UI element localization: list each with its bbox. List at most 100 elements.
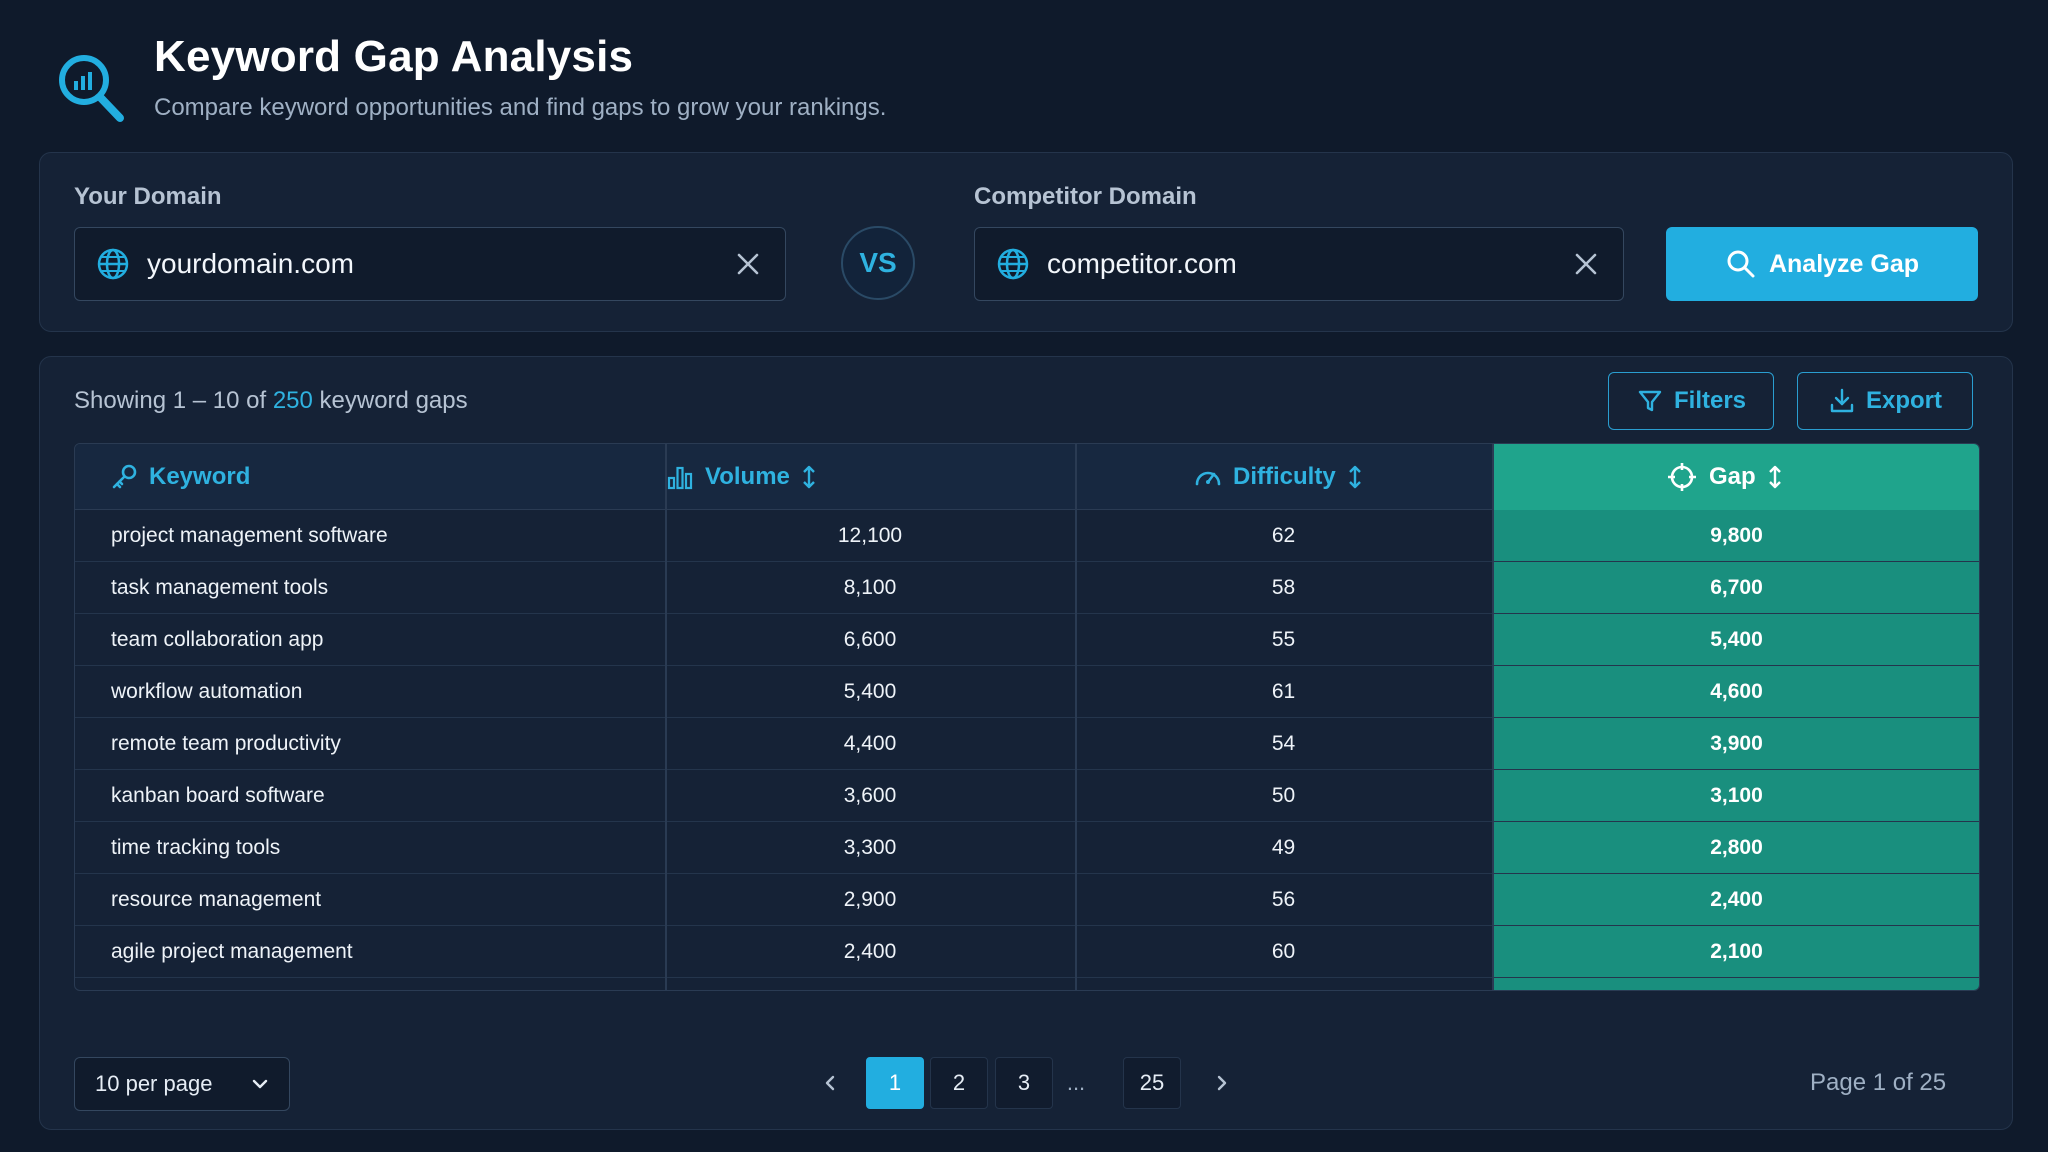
keyword-table: Keyword Volume	[74, 443, 1980, 991]
chevron-left-icon	[825, 1075, 835, 1091]
column-label-keyword: Keyword	[149, 463, 251, 490]
page-subtitle: Compare keyword opportunities and find g…	[154, 94, 887, 121]
page-button-last[interactable]: 25	[1123, 1057, 1181, 1109]
cell-volume: 4,400	[843, 732, 897, 755]
cell-difficulty: 58	[1271, 576, 1296, 599]
page-button-3[interactable]: 3	[995, 1057, 1053, 1109]
bar-chart-icon	[667, 466, 693, 490]
page-header: Keyword Gap Analysis Compare keyword opp…	[52, 28, 886, 128]
results-summary-prefix: Showing 1 – 10 of	[74, 387, 267, 414]
column-label-gap: Gap	[1709, 463, 1756, 490]
cell-volume: 12,100	[837, 524, 903, 547]
table-row[interactable]: productivity tracking app 2,100471,900	[75, 978, 1979, 990]
cell-gap: 1,900	[1492, 978, 1979, 990]
per-page-select[interactable]: 10 per page	[74, 1057, 290, 1111]
table-row[interactable]: agile project management 2,400 60 2,100	[75, 926, 1979, 978]
cell-keyword: time tracking tools	[111, 836, 281, 859]
column-header-volume[interactable]: Volume	[665, 444, 820, 510]
your-domain-value: yourdomain.com	[147, 248, 354, 279]
cell-keyword: remote team productivity	[111, 732, 341, 755]
table-row[interactable]: project management software 12,100 62 9,800	[75, 510, 1979, 562]
results-total: 250	[272, 387, 313, 414]
filters-label: Filters	[1673, 387, 1747, 414]
gauge-icon	[1195, 471, 1221, 486]
download-icon	[1830, 388, 1854, 413]
cell-keyword: team collaboration app	[111, 628, 324, 651]
close-icon[interactable]	[1571, 249, 1601, 279]
table-row[interactable]: kanban board software 3,600 50 3,100	[75, 770, 1979, 822]
sort-arrows-icon[interactable]	[798, 464, 820, 490]
cell-difficulty: 61	[1271, 680, 1296, 703]
cell-difficulty: 56	[1271, 888, 1296, 911]
cell-gap: 3,100	[1710, 784, 1763, 807]
cell-keyword: agile project management	[111, 940, 353, 963]
cell-difficulty: 60	[1271, 940, 1296, 963]
cell-difficulty: 54	[1271, 732, 1296, 755]
results-card: Showing 1 – 10 of 250 keyword gaps Filte…	[39, 356, 2013, 1130]
page-button-1[interactable]: 1	[866, 1057, 924, 1109]
results-summary-suffix: keyword gaps	[319, 387, 468, 414]
search-icon	[1727, 250, 1755, 278]
column-header-keyword[interactable]: Keyword	[109, 444, 250, 510]
vs-badge: VS	[841, 226, 915, 300]
analyze-gap-button[interactable]: Analyze Gap	[1666, 227, 1978, 301]
table-header: Keyword Volume	[75, 444, 1979, 510]
cell-gap: 6,700	[1710, 576, 1763, 599]
cell-keyword: resource management	[111, 888, 322, 911]
page-button-2[interactable]: 2	[930, 1057, 988, 1109]
your-domain-input[interactable]: yourdomain.com	[74, 227, 786, 301]
per-page-value: 10 per page	[95, 1071, 213, 1096]
table-row[interactable]: workflow automation 5,400 61 4,600	[75, 666, 1979, 718]
cell-gap: 2,400	[1710, 888, 1763, 911]
export-label: Export	[1865, 387, 1942, 414]
cell-gap: 5,400	[1710, 628, 1763, 651]
cell-gap: 9,800	[1710, 524, 1763, 547]
crosshair-icon	[1668, 463, 1696, 491]
column-label-volume: Volume	[705, 463, 790, 490]
column-label-difficulty: Difficulty	[1233, 463, 1336, 490]
cell-volume: 8,100	[843, 576, 897, 599]
analyze-gap-label: Analyze Gap	[1768, 249, 1920, 278]
column-divider	[1075, 444, 1077, 990]
cell-difficulty: 62	[1271, 524, 1296, 547]
key-icon	[112, 464, 137, 489]
table-row[interactable]: resource management 2,900 56 2,400	[75, 874, 1979, 926]
page-info: Page 1 of 25	[1810, 1069, 1947, 1096]
cell-keyword: project management software	[111, 524, 388, 547]
column-header-difficulty[interactable]: Difficulty	[1193, 444, 1366, 510]
close-icon[interactable]	[733, 249, 763, 279]
cell-gap: 2,100	[1710, 940, 1763, 963]
cell-volume: 2,900	[843, 888, 897, 911]
cell-volume: 3,600	[843, 784, 897, 807]
table-row[interactable]: task management tools 8,100 58 6,700	[75, 562, 1979, 614]
cell-keyword: kanban board software	[111, 784, 325, 807]
cell-gap: 3,900	[1710, 732, 1763, 755]
sort-arrows-icon[interactable]	[1764, 464, 1786, 490]
cell-keyword: task management tools	[111, 576, 329, 599]
chevron-right-icon	[1217, 1075, 1227, 1091]
column-divider	[665, 444, 667, 990]
competitor-domain-input[interactable]: competitor.com	[974, 227, 1624, 301]
column-header-gap[interactable]: Gap	[1667, 444, 1786, 510]
table-row[interactable]: time tracking tools 3,300 49 2,800	[75, 822, 1979, 874]
table-row[interactable]: team collaboration app 6,600 55 5,400	[75, 614, 1979, 666]
next-page-button[interactable]	[1202, 1057, 1242, 1109]
competitor-domain-value: competitor.com	[1047, 248, 1237, 279]
page-title: Keyword Gap Analysis	[154, 32, 634, 81]
results-summary: Showing 1 – 10 of 250 keyword gaps	[74, 387, 468, 415]
cell-difficulty: 55	[1271, 628, 1296, 651]
filters-button[interactable]: Filters	[1608, 372, 1774, 430]
table-row[interactable]: remote team productivity 4,400 54 3,900	[75, 718, 1979, 770]
domain-compare-card: Your Domain yourdomain.com VS Competitor…	[39, 152, 2013, 332]
cell-volume: 2,400	[843, 940, 897, 963]
filter-icon	[1638, 390, 1662, 412]
pagination: 1 2 3 ... 25	[810, 1057, 1290, 1111]
export-button[interactable]: Export	[1797, 372, 1973, 430]
cell-volume: 3,300	[843, 836, 897, 859]
cell-volume: 5,400	[843, 680, 897, 703]
sort-arrows-icon[interactable]	[1344, 464, 1366, 490]
your-domain-label: Your Domain	[74, 183, 222, 210]
prev-page-button[interactable]	[810, 1057, 850, 1109]
chevron-down-icon	[252, 1079, 268, 1089]
globe-icon	[97, 248, 129, 280]
